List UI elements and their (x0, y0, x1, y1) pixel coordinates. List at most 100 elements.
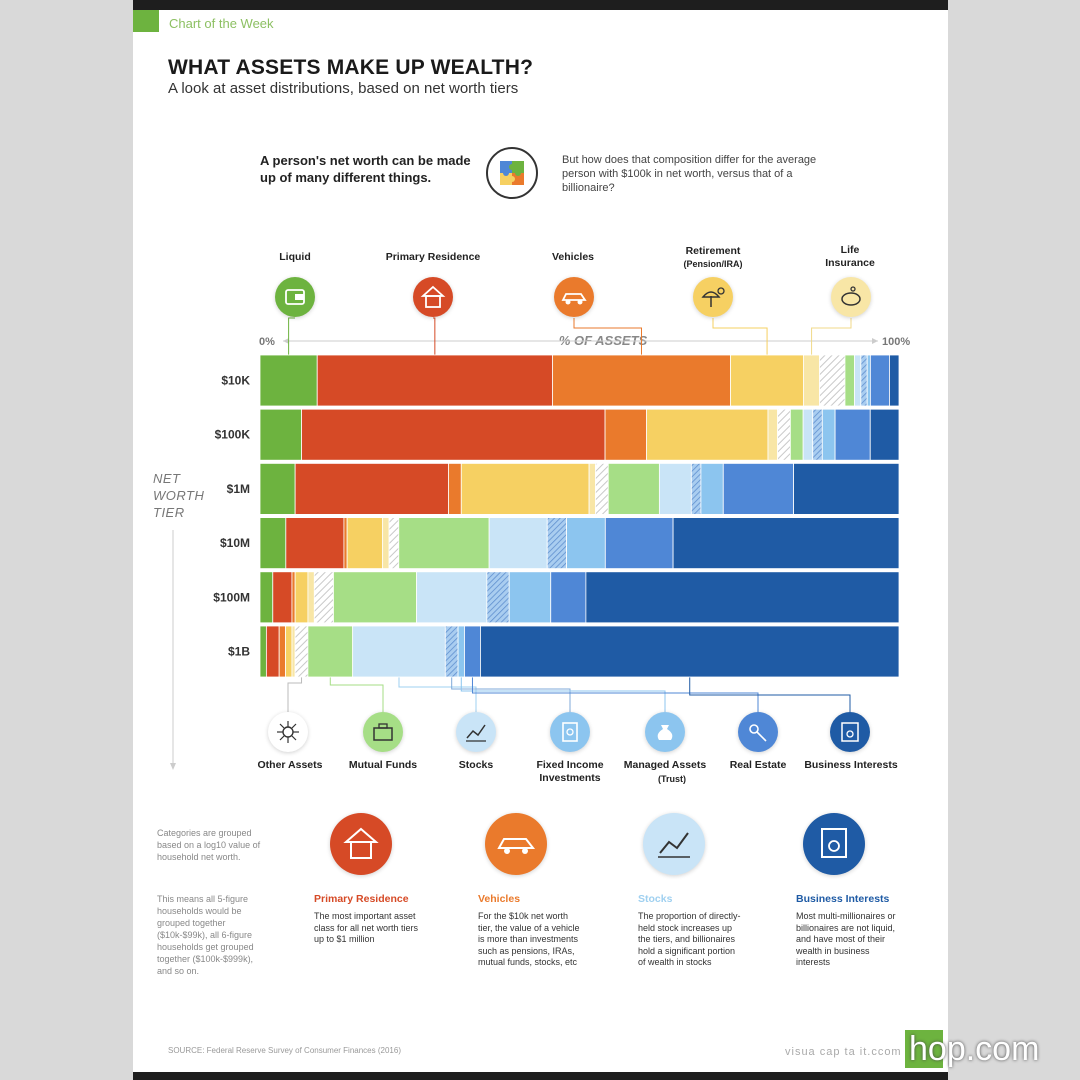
stacked-bar-chart: $10K $100K $1M $10M $100M $1B (170, 317, 900, 770)
stock-chart-icon (456, 712, 496, 752)
bar-segment-100m-stocks (416, 571, 488, 624)
legend-label-retirement: Retirement (685, 245, 741, 257)
side-label-line-2: WORTH (153, 488, 205, 503)
legend-label-primary-residence: Primary Residence (385, 251, 481, 263)
bar-segment-100m-other-assets (313, 571, 334, 624)
bar-segment-1b-vehicles (278, 625, 286, 678)
callout-title-vehicles: Vehicles (478, 893, 521, 905)
network-icon (268, 712, 308, 752)
legend-label-life-insurance: Life Insurance (825, 244, 875, 269)
callout-text-vehicles: For the $10k net worth tier, the value o… (478, 911, 580, 967)
axis-arrow-line (170, 338, 878, 770)
bar-segment-100k-fixed-income-investments (812, 408, 823, 461)
bar-segment-1m-real-estate (722, 462, 794, 515)
bar-segment-10m-primary-residence (285, 517, 345, 569)
bar-segment-100m-fixed-income-investments (486, 571, 510, 624)
page-subtitle: A look at asset distributions, based on … (168, 80, 519, 97)
car-icon (554, 277, 594, 317)
bar-segment-1b-primary-residence (265, 625, 280, 678)
connector-life-insurance (811, 318, 852, 355)
bar-segment-1m-other-assets (595, 462, 609, 515)
infographic-page: Chart of the Week WHAT ASSETS MAKE UP WE… (133, 0, 948, 1080)
connector-liquid (288, 317, 295, 355)
source-note: SOURCE: Federal Reserve Survey of Consum… (168, 1046, 401, 1055)
bond-icon (550, 712, 590, 752)
certificate-icon (830, 712, 870, 752)
bar-segment-100k-stocks (802, 408, 814, 461)
bar-segment-10k-real-estate (869, 354, 890, 407)
connector-stocks (398, 677, 477, 712)
bar-segment-100m-business-interests (585, 571, 900, 624)
bar-segment-1b-business-interests (480, 625, 900, 678)
connector-mutual-funds (329, 677, 384, 712)
bar-segment-1m-fixed-income-investments (690, 462, 702, 515)
bar-segment-100m-liquid (259, 571, 274, 624)
legend-label-other-assets: Other Assets (257, 759, 323, 771)
watermark-logo (905, 1030, 943, 1068)
legend-label-mutual-funds: Mutual Funds (348, 759, 418, 771)
connector-other-assets (287, 677, 303, 712)
bar-segment-10m-stocks (488, 517, 548, 569)
connector-fixed-income-investments (451, 677, 571, 712)
keys-icon (738, 712, 778, 752)
connector-business-interests (689, 677, 851, 712)
net-worth-tier-label: NET WORTH TIER (153, 470, 204, 521)
tier-label-100k: $100K (215, 428, 251, 442)
bar-segment-100k-other-assets (777, 408, 791, 461)
tier-label-1m: $1M (227, 482, 250, 496)
puzzle-icon (486, 147, 538, 199)
connector-managed-assets (460, 677, 666, 712)
house-icon (413, 277, 453, 317)
kicker: Chart of the Week (169, 16, 274, 31)
bar-segment-1b-mutual-funds (307, 625, 354, 678)
bar-segment-10k-stocks (854, 354, 862, 407)
connector-retirement (712, 318, 768, 355)
bar-segment-1m-retirement (460, 462, 590, 515)
bar-segment-10k-other-assets (819, 354, 846, 407)
bar-segment-10m-life-insurance (382, 517, 390, 569)
bar-segment-1m-stocks (658, 462, 692, 515)
bar-segment-10m-liquid (259, 517, 287, 569)
bar-segment-1m-business-interests (793, 462, 900, 515)
callout-text-business-interests: Most multi-millionaires or billionaires … (796, 911, 896, 967)
tier-labels: $10K $100K $1M $10M $100M $1B (213, 374, 250, 659)
bar-segment-1b-fixed-income-investments (444, 625, 459, 678)
connector-real-estate (471, 677, 759, 712)
bar-segment-100k-mutual-funds (789, 408, 804, 461)
tier-label-10k: $10K (221, 374, 250, 388)
bar-segment-1m-primary-residence (294, 462, 449, 515)
legend-label-real-estate: Real Estate (729, 759, 787, 771)
bar-segment-10k-life-insurance (803, 354, 820, 407)
bar-segment-10m-retirement (346, 517, 384, 569)
bar-segment-100m-primary-residence (272, 571, 293, 624)
callout-title-primary-residence: Primary Residence (314, 893, 409, 905)
axis-max-label: 100% (882, 336, 911, 348)
piggy-bank-icon (831, 277, 871, 317)
bar-segment-10m-managed-assets (566, 517, 606, 569)
callout-title-business-interests: Business Interests (796, 893, 890, 905)
legend-label-liquid: Liquid (279, 251, 311, 263)
legend-sublabel-managed-assets: (Trust) (658, 774, 686, 784)
bar-segment-10m-fixed-income-investments (546, 517, 567, 569)
callout-house-icon (330, 813, 392, 875)
top-bar (133, 0, 948, 10)
bar-segment-10m-vehicles (343, 517, 348, 569)
bar-segment-10k-vehicles (552, 354, 731, 407)
bar-segment-1b-retirement (285, 625, 293, 678)
watermark-text: hop.com (909, 1030, 1040, 1068)
bar-segment-10m-real-estate (604, 517, 674, 569)
bar-segment-100k-liquid (259, 408, 302, 461)
connector-primary-residence (433, 317, 436, 355)
bar-segment-1b-liquid (259, 625, 267, 678)
bar-segment-100m-life-insurance (307, 571, 315, 624)
bar-segment-10m-mutual-funds (398, 517, 490, 569)
bar-segment-1b-life-insurance (291, 625, 296, 678)
bottom-bar (133, 1072, 948, 1080)
note-grouping: Categories are grouped based on a log10 … (157, 828, 261, 862)
brand-square (133, 10, 159, 32)
intro-right-text: But how does that composition differ for… (562, 154, 817, 194)
callout-stock-chart-icon (643, 813, 705, 875)
beach-icon (693, 277, 733, 317)
legend-sublabel-retirement: (Pension/IRA) (683, 259, 743, 269)
bar-segment-10m-other-assets (388, 517, 400, 569)
